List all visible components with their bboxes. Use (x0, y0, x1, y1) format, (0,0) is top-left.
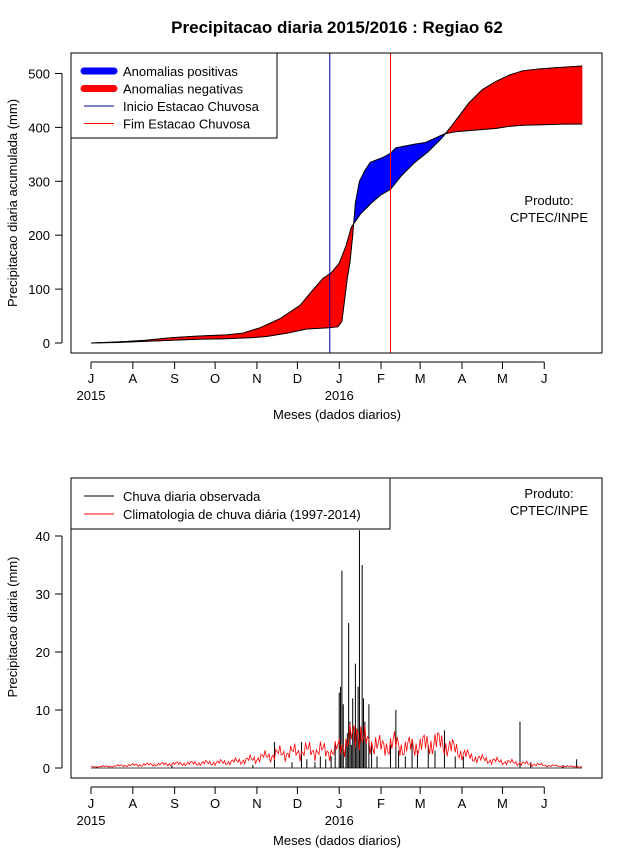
bottom-year-label: 2015 (77, 813, 106, 828)
bottom-xlabel: Meses (dados diarios) (273, 833, 401, 848)
bottom-legend-label: Chuva diaria observada (123, 489, 261, 504)
top-x-tick-label: M (415, 371, 426, 386)
top-legend: Anomalias positivas Anomalias negativas In… (71, 53, 277, 138)
top-xlabel: Meses (dados diarios) (273, 407, 401, 422)
bottom-x-tick-label: D (293, 796, 302, 811)
bottom-legend: Chuva diaria observada Climatologia de ch… (71, 478, 390, 529)
bottom-y-tick-label: 20 (36, 645, 50, 660)
top-product-name: CPTEC/INPE (510, 210, 588, 225)
top-y-tick-label: 100 (28, 282, 50, 297)
top-year-label: 2015 (77, 388, 106, 403)
bottom-x-tick-label: J (336, 796, 343, 811)
bottom-x-tick-label: S (170, 796, 179, 811)
daily-chart: J A S O N D J F M A M J 2015 2016 0 10 20 30 40 Chuva diari… (36, 478, 602, 828)
cumulative-chart: J A S O N D J F M A M J 2015 2016 0 100 200 300 400 500 Anom… (28, 53, 602, 403)
bottom-legend-label: Climatologia de chuva diária (1997-2014) (123, 507, 361, 522)
top-x-tick-label: A (458, 371, 467, 386)
top-x-tick-label: J (88, 371, 95, 386)
bottom-x-tick-label: J (541, 796, 548, 811)
bottom-x-tick-label: F (377, 796, 385, 811)
top-x-tick-label: M (497, 371, 508, 386)
bottom-ylabel: Precipitacao diaria (mm) (5, 557, 20, 698)
bottom-x-tick-label: O (210, 796, 220, 811)
bottom-y-tick-label: 30 (36, 587, 50, 602)
top-x-tick-label: S (170, 371, 179, 386)
top-y-tick-label: 300 (28, 174, 50, 189)
top-product-label: Produto: (524, 193, 573, 208)
bottom-x-tick-label: A (128, 796, 137, 811)
top-y-tick-label: 400 (28, 120, 50, 135)
top-year-label: 2016 (325, 388, 354, 403)
bottom-x-tick-label: N (252, 796, 261, 811)
bottom-y-tick-label: 40 (36, 529, 50, 544)
bottom-year-label: 2016 (325, 813, 354, 828)
bottom-product-name: CPTEC/INPE (510, 503, 588, 518)
top-x-tick-label: N (252, 371, 261, 386)
top-y-tick-label: 200 (28, 228, 50, 243)
bottom-x-tick-label: M (497, 796, 508, 811)
top-legend-label: Anomalias negativas (123, 82, 243, 97)
bottom-x-tick-label: J (88, 796, 95, 811)
top-legend-label: Inicio Estacao Chuvosa (123, 99, 260, 114)
top-x-tick-label: F (377, 371, 385, 386)
top-x-tick-label: D (293, 371, 302, 386)
top-x-tick-label: O (210, 371, 220, 386)
bottom-y-tick-label: 0 (43, 761, 50, 776)
top-x-tick-label: J (541, 371, 548, 386)
negative-anomaly-band (581, 66, 582, 124)
bottom-y-tick-label: 10 (36, 703, 50, 718)
climatology-daily-line (91, 724, 582, 768)
bottom-x-tick-label: A (458, 796, 467, 811)
top-y-tick-label: 500 (28, 67, 50, 82)
top-legend-label: Fim Estacao Chuvosa (123, 117, 251, 132)
bottom-product-label: Produto: (524, 486, 573, 501)
top-legend-label: Anomalias positivas (123, 64, 238, 79)
top-x-tick-label: J (336, 371, 343, 386)
top-ylabel: Precipitacao diaria acumulada (mm) (5, 99, 20, 307)
chart-title: Precipitacao diaria 2015/2016 : Regiao 6… (171, 18, 503, 37)
top-x-tick-label: A (128, 371, 137, 386)
top-y-tick-label: 0 (43, 336, 50, 351)
bottom-x-tick-label: M (415, 796, 426, 811)
